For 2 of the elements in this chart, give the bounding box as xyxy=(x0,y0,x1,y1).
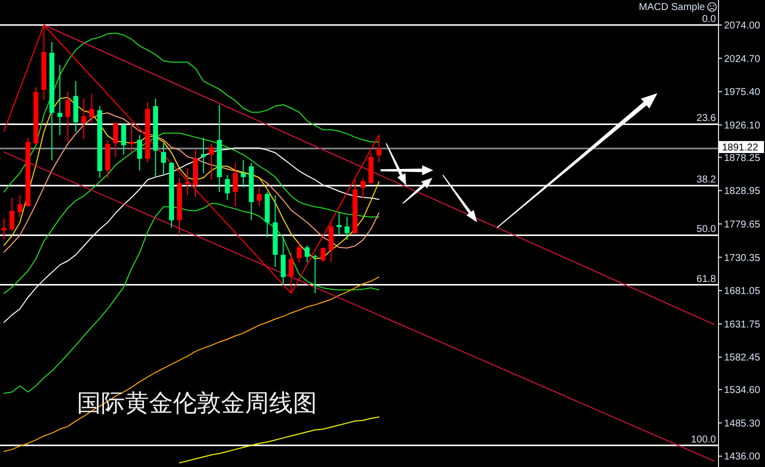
title: 国际黄金伦敦金周线图 xyxy=(77,390,317,417)
ref-line-label: 1891.22 xyxy=(722,142,759,154)
